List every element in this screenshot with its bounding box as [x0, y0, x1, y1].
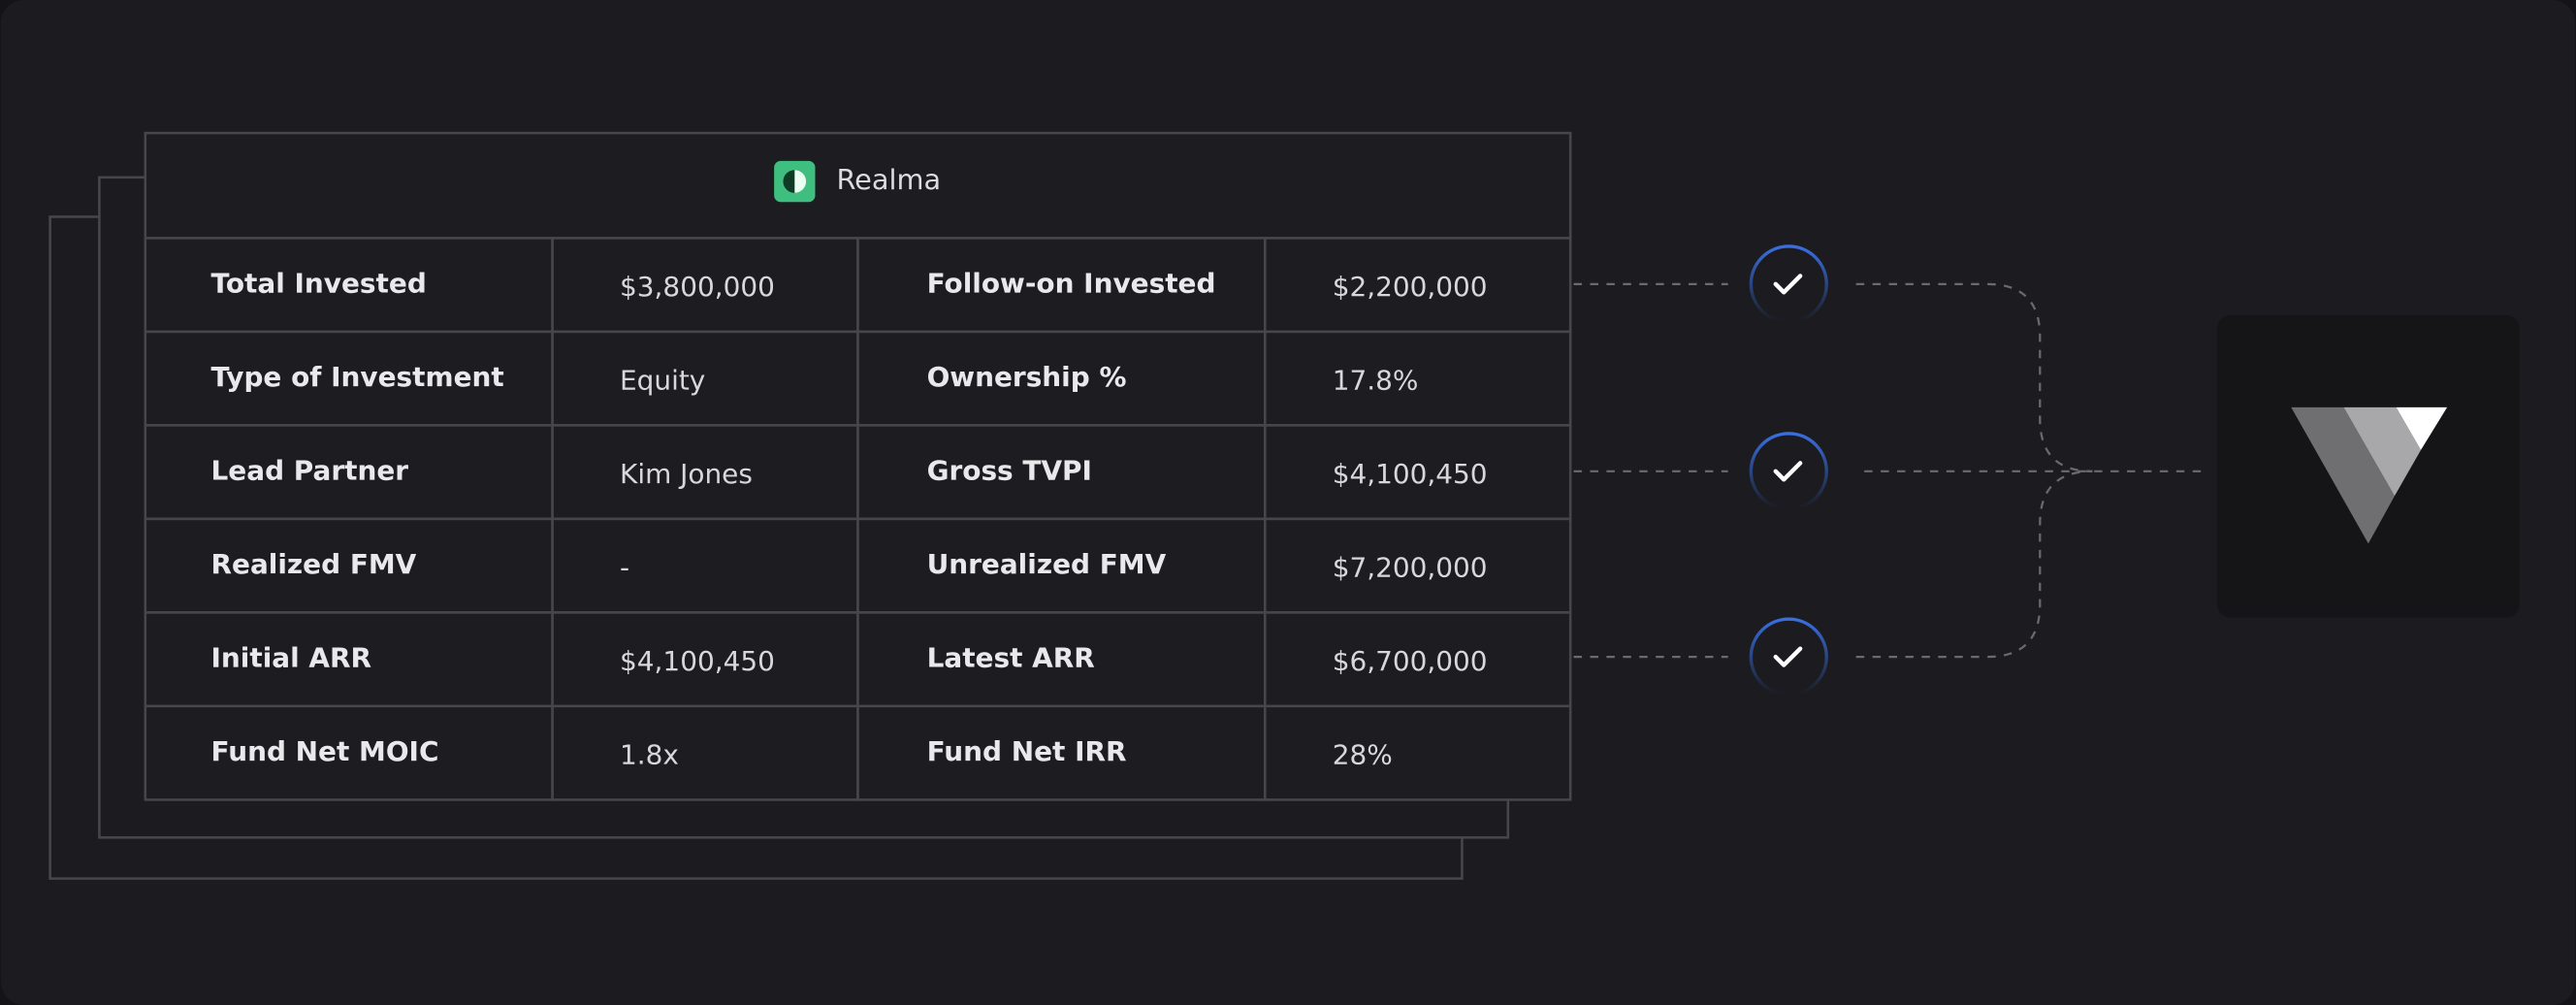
- field-value: 17.8%: [1333, 365, 1419, 397]
- field-label: Initial ARR: [211, 642, 372, 674]
- check-icon: [1773, 274, 1803, 295]
- table-cell: [856, 611, 1267, 708]
- field-value: $6,700,000: [1333, 645, 1488, 677]
- table-cell: [856, 237, 1267, 334]
- field-label: Type of Investment: [211, 361, 504, 393]
- field-label: Total Invested: [211, 268, 427, 300]
- field-label: Unrealized FMV: [927, 548, 1167, 580]
- table-cell: [1264, 237, 1572, 334]
- field-label: Gross TVPI: [927, 455, 1092, 487]
- table-cell: [551, 704, 859, 801]
- logo-shape: [2343, 406, 2422, 497]
- table-cell: [856, 517, 1267, 614]
- logo-shape: [2396, 406, 2448, 450]
- table-cell: [144, 424, 554, 521]
- field-label: Realized FMV: [211, 548, 417, 580]
- field-value: Equity: [620, 365, 705, 397]
- table-cell: [144, 330, 554, 427]
- check-badge: [1749, 432, 1828, 511]
- table-cell: [1264, 330, 1572, 427]
- logo-shape: [2291, 406, 2395, 544]
- table-cell: [856, 424, 1267, 521]
- check-icon: [1773, 461, 1803, 482]
- table-cell: [856, 704, 1267, 801]
- field-label: Ownership %: [927, 361, 1127, 393]
- table-cell: [144, 611, 554, 708]
- field-value: $7,200,000: [1333, 552, 1488, 584]
- field-value: $4,100,450: [620, 645, 775, 677]
- table-header: [144, 131, 1572, 240]
- field-label: Fund Net IRR: [927, 735, 1127, 767]
- table-cell: [1264, 424, 1572, 521]
- field-value: Kim Jones: [620, 458, 753, 490]
- table: Total Invested $3,800,000 Follow-on Invest…: [144, 237, 1572, 801]
- connector: [1855, 282, 2093, 472]
- table-cell: [551, 611, 859, 708]
- table-cell: [1264, 517, 1572, 614]
- checks: [1749, 244, 1828, 697]
- table-cell: [856, 330, 1267, 427]
- connectors: [1573, 282, 2209, 659]
- check-icon: [1773, 646, 1803, 667]
- header-title: Realma: [836, 163, 941, 196]
- table-cell: [144, 517, 554, 614]
- field-value: 1.8x: [620, 739, 679, 771]
- field-value: $2,200,000: [1333, 271, 1488, 303]
- table-cell: [1264, 704, 1572, 801]
- field-label: Lead Partner: [211, 455, 409, 487]
- table-cell: [551, 237, 859, 334]
- check-badge: [1749, 244, 1828, 324]
- field-value: $3,800,000: [620, 271, 775, 303]
- field-value: $4,100,450: [1333, 458, 1488, 490]
- table-cell: [144, 704, 554, 801]
- field-value: 28%: [1333, 739, 1393, 771]
- brand-icon-half: [794, 170, 807, 193]
- field-label: Follow-on Invested: [927, 268, 1216, 300]
- field-label: Latest ARR: [927, 642, 1095, 674]
- table-cell: [551, 424, 859, 521]
- field-value: -: [620, 552, 629, 584]
- table-cell: [551, 517, 859, 614]
- table-cell: [1264, 611, 1572, 708]
- field-label: Fund Net MOIC: [211, 735, 439, 767]
- check-badge: [1749, 617, 1828, 697]
- connector: [1855, 470, 2093, 659]
